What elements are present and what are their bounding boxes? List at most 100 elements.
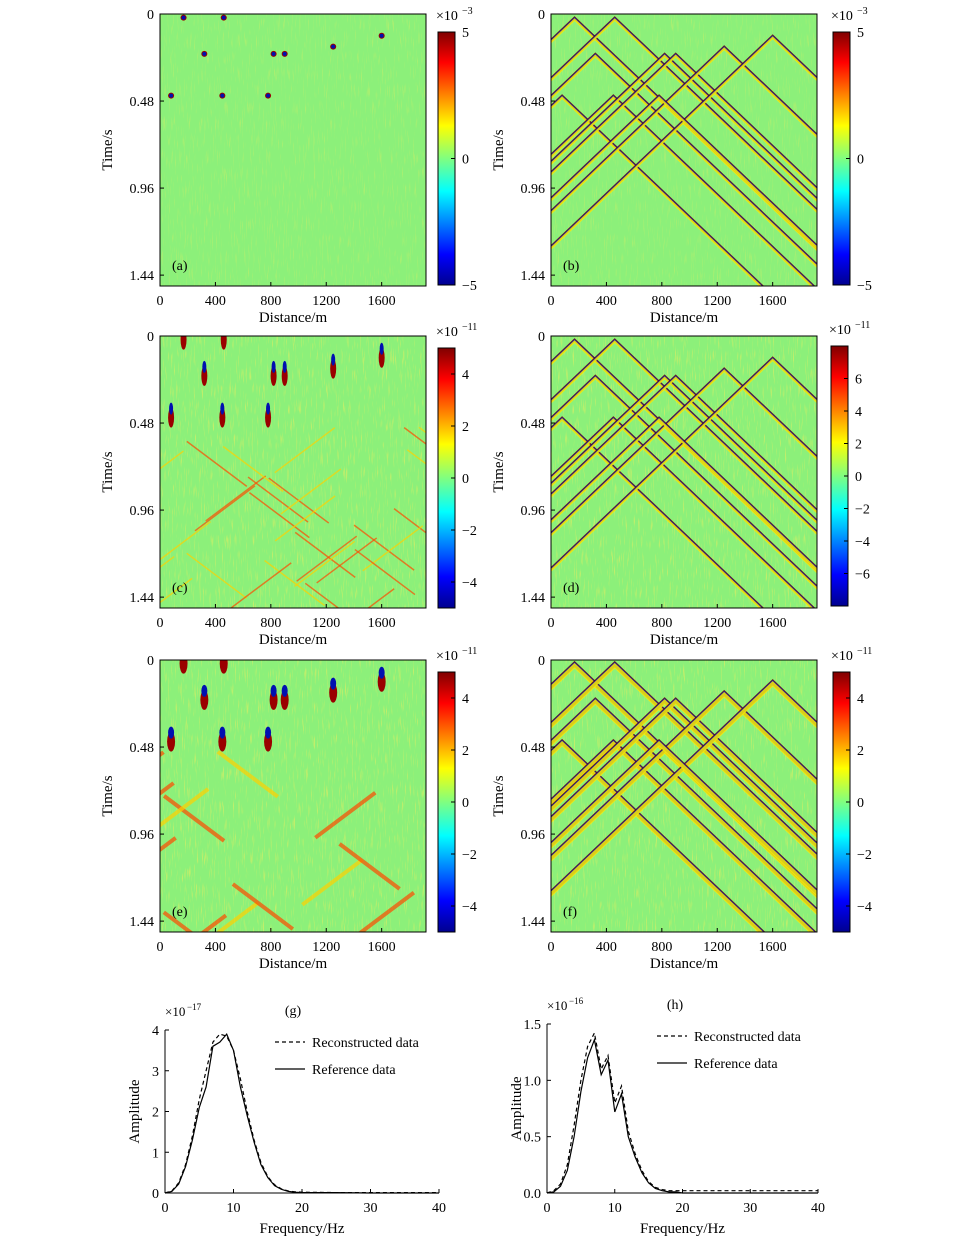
diffraction-wavefront [551, 418, 817, 572]
wavefield [160, 14, 426, 286]
point-diffraction [220, 402, 225, 415]
noise-texture [160, 14, 426, 286]
diffraction-wavefront [551, 369, 817, 537]
plot-frame [159, 13, 427, 287]
colorbar: ×10 −11 6 4 2 0 −2 −4 −6 [829, 320, 870, 607]
event-streak [296, 535, 358, 582]
y-tick-label: 1.44 [130, 915, 155, 930]
event-streak [264, 559, 325, 607]
y-axis-label: Time/s [491, 451, 507, 492]
point-diffraction [168, 407, 175, 428]
legend-label: Reconstructed data [694, 1030, 802, 1045]
colorbar-tick-label: −2 [462, 848, 477, 863]
event-streak [215, 901, 260, 932]
panel-label: (h) [667, 998, 684, 1013]
y-tick-label: 0.96 [521, 182, 546, 197]
x-tick-label: 30 [364, 1201, 378, 1216]
point-diffraction [270, 365, 277, 386]
colorbar-tick-label: 0 [462, 796, 469, 811]
point-diffraction [330, 677, 337, 690]
diffraction-wavefront [551, 18, 817, 252]
y-tick-label: 0.48 [130, 95, 155, 110]
point-diffraction [282, 51, 287, 56]
point-diffraction [331, 353, 336, 366]
colorbar-tick-label: −4 [857, 900, 872, 915]
point-diffraction [266, 402, 271, 415]
y-tick-label: 1 [152, 1146, 159, 1161]
x-tick-label: 1200 [703, 294, 731, 309]
diffraction-wavefront [551, 418, 762, 608]
colorbar-tick-label: 0 [857, 796, 864, 811]
colorbar: ×10 −11 4 2 0 −2 −4 [831, 646, 872, 933]
y-tick-label: 1.44 [130, 591, 155, 606]
x-tick-label: 10 [227, 1201, 241, 1216]
event-streak [274, 427, 336, 474]
y-tick-label: 0.48 [130, 741, 155, 756]
plot-frame [550, 335, 818, 609]
colorbar-exponent: −11 [462, 646, 477, 657]
x-tick-label: 800 [260, 940, 281, 955]
diffraction-wavefront [551, 681, 817, 898]
event-streak [222, 445, 284, 493]
noise-texture [551, 336, 817, 608]
colorbar-tick-label: −4 [462, 900, 477, 915]
x-axis-label: Distance/m [650, 310, 719, 326]
point-diffraction [220, 336, 227, 350]
diffraction-wavefront [551, 96, 817, 250]
diffraction-wavefront [551, 376, 817, 590]
x-tick-label: 0 [548, 940, 555, 955]
spectrum-chart: 0 10 20 30 40 0.0 0.5 1.0 1.5 Frequency/Hz Amplitu… [509, 996, 825, 1237]
point-diffraction [222, 336, 225, 337]
colorbar-tick-label: 2 [855, 438, 862, 453]
colorbar-exponent: −11 [462, 322, 477, 333]
colorbar: ×10 −11 4 2 0 −2 −4 [436, 322, 477, 609]
colorbar-tick-label: −5 [462, 279, 477, 294]
event-streak [294, 540, 356, 588]
point-diffraction [180, 336, 187, 350]
diffraction-wavefront [551, 740, 764, 932]
diffraction-wavefront [551, 96, 814, 286]
x-tick-label: 800 [260, 294, 281, 309]
event-streak [354, 548, 416, 596]
y-tick-label: 0.48 [521, 95, 546, 110]
event-streak [194, 485, 256, 532]
colorbar-tick-label: 6 [855, 373, 862, 388]
diffraction-wavefront [551, 340, 817, 536]
colorbar-tick-label: 4 [462, 692, 469, 707]
diffraction-wavefront [551, 47, 817, 215]
x-tick-label: 0 [157, 294, 164, 309]
plot-frame [159, 659, 427, 933]
y-axis-label: Time/s [491, 775, 507, 816]
y-tick-label: 0 [538, 654, 545, 669]
heatmap-panel: 0 400 800 1200 1600 0 0.48 0.96 1.44 Distance/m Ti… [100, 322, 477, 648]
y-tick-label: 2 [152, 1106, 159, 1121]
panel-label: (e) [172, 905, 188, 920]
diffraction-wavefront [551, 699, 817, 839]
noise-texture [551, 14, 817, 286]
diffraction-wavefront [551, 376, 817, 514]
y-tick-label: 0 [147, 654, 154, 669]
wavefield [551, 336, 817, 608]
y-tick-label: 1.44 [521, 591, 546, 606]
diffraction-wavefront [551, 691, 817, 862]
colorbar-tick-label: 0 [857, 153, 864, 168]
y-axis-label: Time/s [100, 451, 116, 492]
panel-label: (d) [563, 581, 580, 596]
colorbar-multiplier: ×10 [831, 9, 853, 24]
event-streak [160, 787, 210, 828]
colorbar-tick-label: −2 [857, 848, 872, 863]
x-tick-label: 1600 [368, 294, 396, 309]
panel-label: (g) [285, 1004, 302, 1019]
y-multiplier: ×10 [165, 1004, 185, 1019]
x-tick-label: 400 [205, 294, 226, 309]
colorbar: ×10 −3 5 0 −5 [831, 6, 872, 294]
y-tick-label: 1.0 [524, 1074, 542, 1089]
x-tick-label: 400 [596, 294, 617, 309]
y-tick-label: 0.48 [130, 417, 155, 432]
point-diffraction [182, 336, 185, 337]
point-diffraction [271, 360, 276, 373]
colorbar-tick-label: −2 [462, 524, 477, 539]
colorbar-tick-label: 2 [857, 744, 864, 759]
x-tick-label: 1200 [312, 294, 340, 309]
